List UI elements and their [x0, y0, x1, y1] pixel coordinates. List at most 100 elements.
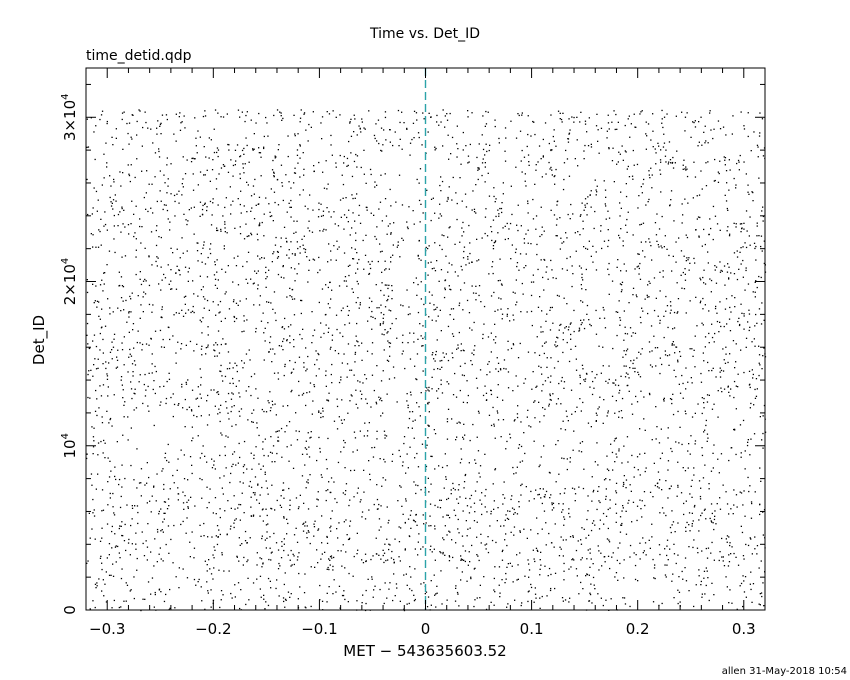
- data-point: [282, 405, 284, 407]
- data-point: [756, 322, 758, 324]
- data-point: [151, 183, 153, 185]
- data-point: [250, 375, 253, 378]
- data-point: [129, 180, 131, 183]
- data-point: [535, 228, 537, 230]
- data-point: [422, 345, 424, 347]
- data-point: [248, 386, 250, 388]
- data-point: [490, 513, 492, 515]
- data-point: [742, 246, 744, 248]
- data-point: [586, 518, 588, 521]
- data-point: [255, 388, 257, 390]
- data-point: [563, 524, 565, 526]
- data-point: [417, 466, 420, 468]
- data-point: [685, 500, 687, 502]
- data-point: [550, 114, 552, 116]
- data-point: [500, 298, 502, 300]
- data-point: [639, 428, 641, 430]
- data-point: [220, 116, 222, 118]
- data-point: [525, 253, 527, 255]
- data-point: [215, 342, 217, 344]
- data-point: [175, 288, 178, 290]
- data-point: [523, 267, 525, 269]
- data-point: [114, 466, 116, 468]
- data-point: [97, 473, 99, 475]
- data-point: [142, 280, 145, 282]
- data-point: [470, 577, 472, 580]
- data-point: [405, 472, 407, 474]
- data-point: [640, 186, 642, 188]
- data-point: [142, 598, 144, 600]
- data-point: [456, 436, 458, 438]
- data-point: [303, 592, 306, 594]
- data-point: [568, 175, 571, 177]
- data-point: [372, 555, 374, 557]
- data-point: [380, 415, 382, 417]
- data-point: [241, 331, 243, 333]
- data-point: [464, 434, 466, 436]
- data-point: [119, 557, 121, 559]
- data-point: [283, 543, 285, 545]
- data-point: [536, 243, 538, 246]
- data-point: [590, 206, 592, 208]
- data-point: [471, 329, 473, 331]
- data-point: [649, 241, 651, 243]
- data-point: [703, 431, 705, 433]
- data-point: [371, 576, 373, 578]
- data-point: [118, 271, 120, 273]
- data-point: [229, 528, 232, 530]
- data-point: [703, 282, 705, 284]
- data-point: [430, 261, 432, 263]
- data-point: [742, 555, 745, 557]
- data-point: [570, 203, 572, 206]
- data-point: [520, 160, 522, 162]
- data-point: [575, 358, 577, 360]
- data-point: [99, 332, 101, 335]
- data-point: [199, 368, 201, 370]
- data-point: [560, 118, 563, 121]
- data-point: [277, 436, 279, 438]
- data-point: [162, 208, 164, 211]
- data-point: [175, 312, 177, 314]
- data-point: [486, 235, 489, 237]
- data-point: [389, 223, 391, 225]
- data-point: [280, 246, 282, 248]
- data-point: [357, 341, 359, 343]
- data-point: [687, 467, 689, 469]
- data-point: [549, 306, 552, 309]
- data-point: [443, 487, 445, 489]
- data-point: [293, 534, 296, 536]
- data-point: [469, 242, 471, 244]
- data-point: [512, 291, 514, 293]
- data-point: [109, 497, 111, 499]
- data-point: [115, 200, 117, 202]
- data-point: [416, 178, 418, 181]
- data-point: [705, 162, 707, 164]
- data-point: [392, 453, 394, 455]
- data-point: [626, 333, 629, 335]
- data-point: [719, 321, 721, 323]
- data-point: [468, 462, 470, 464]
- data-point: [467, 155, 470, 157]
- data-point: [113, 512, 115, 514]
- data-point: [380, 558, 382, 560]
- data-point: [158, 236, 160, 238]
- data-point: [108, 422, 110, 424]
- data-point: [543, 289, 545, 291]
- data-point: [552, 277, 554, 279]
- data-point: [592, 563, 594, 565]
- data-point: [681, 443, 683, 446]
- data-point: [655, 234, 658, 236]
- data-point: [705, 547, 707, 550]
- data-point: [433, 574, 435, 576]
- data-point: [127, 132, 129, 135]
- data-point: [593, 387, 595, 389]
- data-point: [414, 457, 416, 459]
- data-point: [509, 433, 511, 435]
- data-point: [751, 191, 753, 193]
- data-point: [290, 444, 292, 446]
- data-point: [680, 250, 683, 252]
- data-point: [220, 432, 222, 434]
- data-point: [494, 591, 496, 593]
- data-point: [276, 109, 279, 111]
- data-point: [740, 231, 742, 233]
